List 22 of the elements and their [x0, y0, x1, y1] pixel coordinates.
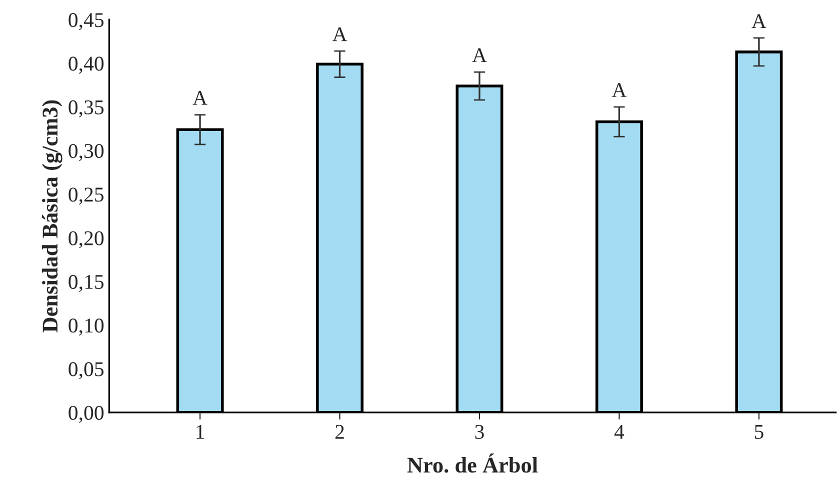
- x-tick-label: 2: [335, 424, 344, 439]
- y-tick-label: 0,30: [68, 144, 104, 162]
- y-tick-label: 0,35: [68, 100, 104, 118]
- x-tick-label: 3: [475, 424, 484, 439]
- y-tick-label: 0,05: [68, 362, 104, 380]
- y-tick-label: 0,00: [68, 406, 104, 423]
- annotation: A: [472, 48, 487, 62]
- y-tick-label: 0,10: [68, 318, 104, 336]
- annotation: A: [752, 14, 766, 28]
- annotation: A: [612, 83, 627, 97]
- y-tick-label: 0,45: [68, 13, 104, 30]
- x-axis-title: Nro. de Árbol: [407, 453, 538, 473]
- x-tick-label: 4: [614, 424, 624, 439]
- y-tick-label: 0,15: [68, 274, 104, 292]
- annotation: A: [332, 27, 348, 42]
- x-tick-label: 1: [196, 424, 204, 439]
- y-tick-label: 0,40: [68, 56, 104, 74]
- y-tick-label: 0,25: [68, 188, 104, 205]
- y-tick-label: 0,20: [68, 231, 104, 248]
- annotation: A: [192, 91, 208, 105]
- y-axis-title: Densidad Básica (g/cm3): [42, 100, 62, 332]
- x-tick-label: 5: [754, 425, 764, 439]
